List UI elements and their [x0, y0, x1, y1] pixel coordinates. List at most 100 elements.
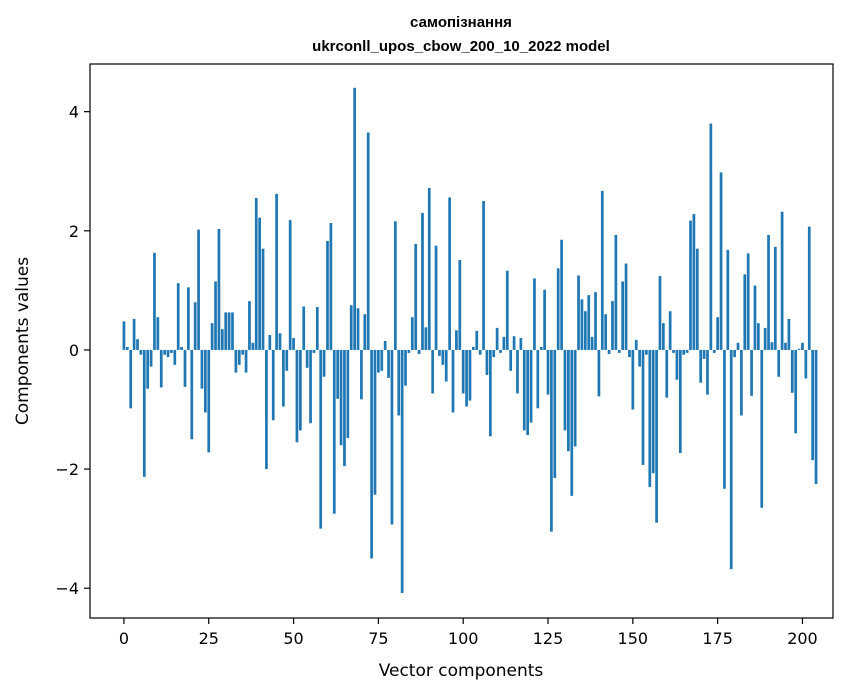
- bar-178: [726, 249, 730, 350]
- bar-42: [265, 349, 268, 470]
- bar-151: [634, 339, 638, 350]
- bar-38: [251, 342, 255, 350]
- bar-135: [580, 299, 584, 350]
- bar-85: [410, 317, 414, 350]
- bar-89: [424, 327, 428, 350]
- bar-63: [336, 349, 340, 399]
- bar-41: [261, 248, 265, 350]
- bar-90: [427, 187, 431, 350]
- bar-128: [556, 268, 560, 350]
- bar-78: [387, 349, 390, 378]
- bar-10: [156, 317, 160, 350]
- bar-79: [390, 349, 394, 525]
- bar-110: [495, 327, 499, 350]
- bar-56: [312, 349, 316, 353]
- bar-28: [217, 229, 221, 350]
- bar-16: [176, 283, 180, 350]
- y-tick-label: 0: [69, 341, 79, 360]
- bar-150: [631, 349, 635, 410]
- bar-201: [804, 349, 808, 379]
- bar-134: [577, 275, 580, 350]
- bar-0: [122, 321, 126, 350]
- bar-153: [641, 349, 645, 465]
- bar-149: [628, 349, 631, 358]
- bar-120: [529, 349, 533, 423]
- bar-180: [733, 349, 736, 358]
- bar-145: [614, 234, 618, 350]
- bar-187: [757, 323, 760, 350]
- bar-77: [383, 341, 387, 350]
- bar-3: [132, 318, 136, 350]
- bar-98: [455, 330, 458, 350]
- bar-163: [675, 349, 679, 380]
- bar-169: [695, 248, 699, 350]
- x-tick-label: 150: [618, 629, 649, 648]
- bar-2: [129, 349, 133, 409]
- bar-8: [149, 349, 153, 367]
- bar-196: [787, 318, 791, 350]
- bar-67: [349, 305, 353, 350]
- bar-55: [309, 349, 312, 424]
- bar-167: [689, 220, 692, 350]
- bar-81: [397, 349, 401, 416]
- bar-172: [706, 349, 709, 395]
- bar-103: [472, 346, 475, 350]
- bar-177: [723, 349, 726, 489]
- x-axis-label: Vector components: [379, 661, 544, 681]
- bar-20: [190, 349, 194, 440]
- chart-title: самопізнання: [410, 14, 512, 31]
- bar-66: [346, 349, 350, 439]
- bar-185: [750, 349, 753, 396]
- bar-91: [431, 349, 435, 394]
- bar-131: [567, 349, 570, 452]
- bar-93: [438, 349, 441, 356]
- bar-144: [611, 301, 614, 350]
- bar-113: [505, 270, 509, 350]
- bar-26: [210, 323, 214, 350]
- bar-22: [197, 229, 200, 350]
- bar-19: [187, 287, 190, 350]
- chart-subtitle: ukrconll_upos_cbow_200_10_2022 model: [312, 38, 610, 55]
- bar-124: [543, 289, 546, 350]
- bar-198: [794, 349, 798, 434]
- bar-197: [790, 349, 794, 393]
- bar-18: [183, 349, 187, 387]
- bar-117: [519, 338, 523, 350]
- x-tick-label: 125: [533, 629, 564, 648]
- bar-121: [533, 278, 536, 350]
- bar-136: [583, 311, 587, 350]
- bar-6: [142, 349, 146, 477]
- bar-148: [624, 263, 628, 350]
- bar-195: [784, 342, 787, 350]
- bar-106: [482, 201, 485, 350]
- bar-158: [658, 276, 662, 350]
- bar-114: [509, 349, 513, 371]
- bar-189: [763, 327, 767, 350]
- bar-116: [516, 349, 519, 394]
- bar-82: [400, 349, 404, 593]
- bar-112: [502, 336, 506, 350]
- bar-122: [536, 349, 540, 409]
- bar-171: [702, 349, 706, 359]
- bar-92: [434, 245, 438, 350]
- bar-130: [563, 349, 567, 431]
- x-tick-label: 0: [119, 629, 129, 648]
- bar-141: [600, 190, 604, 350]
- bar-133: [573, 349, 577, 447]
- bar-65: [343, 349, 346, 467]
- bar-164: [678, 349, 682, 453]
- bar-108: [488, 349, 492, 437]
- bar-31: [227, 312, 231, 350]
- bar-49: [288, 220, 292, 350]
- bars-group: [122, 87, 818, 593]
- bar-39: [254, 198, 258, 350]
- x-tick-label: 100: [448, 629, 479, 648]
- bar-35: [241, 349, 245, 355]
- bar-203: [811, 349, 815, 461]
- bar-170: [699, 349, 703, 383]
- bar-43: [268, 335, 272, 350]
- bar-72: [366, 132, 370, 350]
- bar-30: [224, 312, 228, 350]
- bar-25: [207, 349, 211, 453]
- y-tick-label: 2: [69, 222, 79, 241]
